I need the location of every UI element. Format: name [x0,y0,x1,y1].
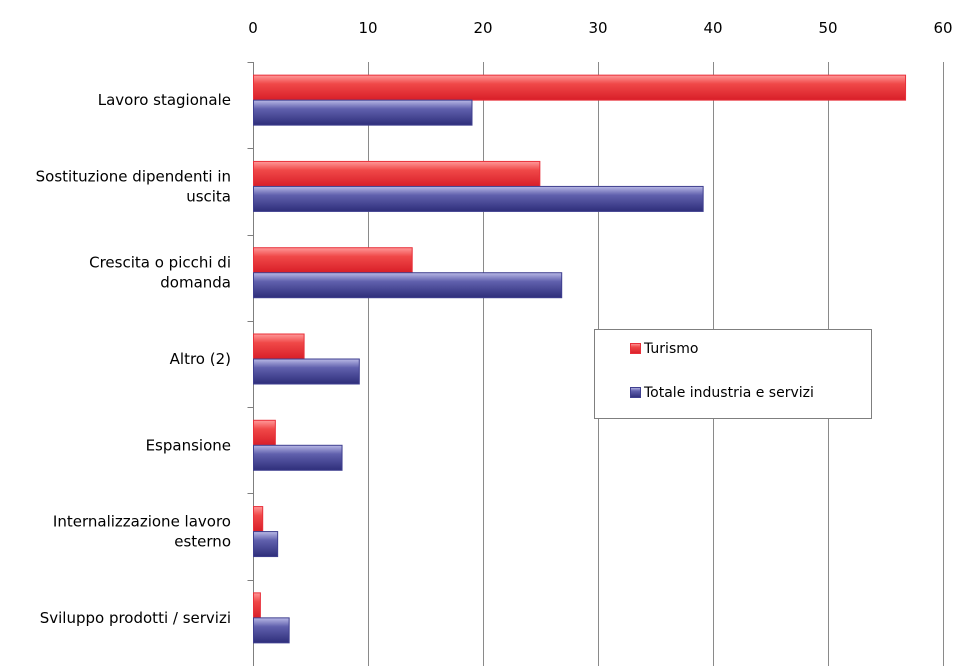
x-tick-label-60: 60 [933,19,952,37]
category-label: Sostituzione dipendenti in [36,167,231,185]
bar-totale-2 [253,272,563,299]
category-label: esterno [174,533,231,551]
x-tick-label-40: 40 [703,19,722,37]
bar-totale-0 [253,99,473,126]
category-label: Internalizzazione lavoro [53,513,231,531]
category-labels: Lavoro stagionale Sostituzione dipendenti… [36,91,231,627]
bars [253,74,907,644]
legend-label-0: Turismo [643,341,698,357]
bar-turismo-3 [253,333,305,360]
bar-totale-6 [253,617,290,644]
bar-turismo-1 [253,160,541,187]
bar-turismo-0 [253,74,907,101]
legend-label-1: Totale industria e servizi [643,385,814,401]
legend-swatch-0 [630,343,641,354]
category-label: Crescita o picchi di [89,254,231,272]
category-label: uscita [186,187,231,205]
bar-totale-1 [253,185,704,212]
bar-turismo-6 [253,592,261,619]
bar-turismo-5 [253,506,264,533]
x-tick-label-0: 0 [248,19,258,37]
x-tick-label-30: 30 [588,19,607,37]
legend-box [594,329,872,419]
x-tick-label-20: 20 [473,19,492,37]
legend: Turismo Totale industria e servizi [594,329,872,419]
bar-totale-3 [253,358,360,385]
category-label: Sviluppo prodotti / servizi [40,609,231,627]
category-label: Altro (2) [170,350,231,368]
bar-turismo-2 [253,247,413,274]
category-label: domanda [160,274,231,292]
bar-turismo-4 [253,419,276,446]
legend-swatch-1 [630,387,641,398]
bar-totale-5 [253,531,279,558]
bar-totale-4 [253,444,343,471]
category-axis [247,62,254,666]
x-tick-label-50: 50 [818,19,837,37]
category-label: Espansione [146,436,231,454]
category-label: Lavoro stagionale [98,91,231,109]
x-tick-label-10: 10 [358,19,377,37]
value-tick-labels: 0 10 20 30 40 50 60 [248,19,952,37]
